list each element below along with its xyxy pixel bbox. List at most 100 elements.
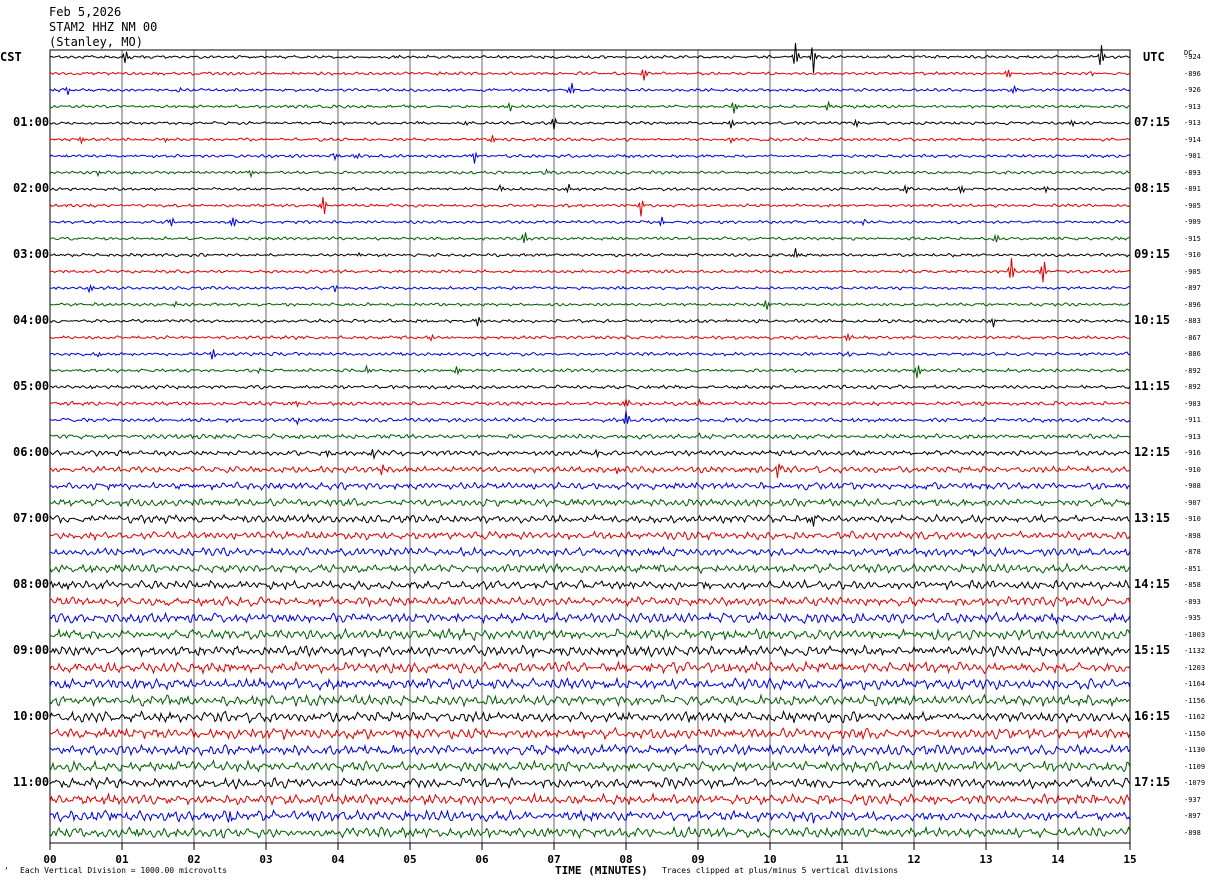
dc-offset-value: -914 xyxy=(1184,135,1201,144)
seismic-trace-row xyxy=(49,398,1131,408)
clip-note: Traces clipped at plus/minus 5 vertical … xyxy=(662,866,899,875)
x-tick-label: 05 xyxy=(403,853,417,866)
dc-offset-value: -907 xyxy=(1184,498,1201,507)
dc-offset-value: -916 xyxy=(1184,449,1201,457)
seismic-trace-row xyxy=(49,660,1131,675)
seismic-trace-row xyxy=(49,410,1131,426)
seismic-trace-row xyxy=(49,42,1131,73)
cst-hour-label: 09:00 xyxy=(13,643,50,657)
utc-hour-label: 10:15 xyxy=(1134,313,1171,327)
plot-date: Feb 5,2026 xyxy=(49,5,122,19)
x-tick-label: 07 xyxy=(547,853,561,866)
seismic-trace-row xyxy=(49,117,1131,130)
seismic-trace-row xyxy=(49,248,1130,259)
dc-offset-value: -903 xyxy=(1184,399,1201,408)
cst-hour-label: 10:00 xyxy=(13,709,50,723)
seismic-trace-row xyxy=(49,197,1131,217)
dc-offset-value: -893 xyxy=(1184,168,1201,177)
utc-hour-label: 17:15 xyxy=(1134,775,1171,789)
cst-hour-label: 01:00 xyxy=(13,115,50,129)
dc-offset-value: -883 xyxy=(1184,317,1201,325)
dc-offset-value: -926 xyxy=(1184,86,1201,94)
dc-offset-value: -896 xyxy=(1184,69,1201,78)
dc-offset-value: -898 xyxy=(1184,531,1201,540)
seismic-trace-row xyxy=(49,759,1131,774)
seismic-trace-row xyxy=(49,726,1131,741)
cst-hour-label: 06:00 xyxy=(13,445,50,459)
dc-offset-value: -924 xyxy=(1184,53,1201,61)
dc-offset-value: -901 xyxy=(1184,152,1201,160)
dc-offset-value: -935 xyxy=(1184,614,1201,622)
x-tick-label: 10 xyxy=(763,853,777,866)
dc-offset-value: -867 xyxy=(1184,333,1201,342)
cst-hour-label: 11:00 xyxy=(13,775,50,789)
seismic-trace-row xyxy=(49,825,1131,840)
seismic-trace-row xyxy=(49,676,1131,692)
seismic-trace-row xyxy=(49,481,1131,492)
dc-offset-value: -1003 xyxy=(1184,630,1206,639)
x-tick-label: 13 xyxy=(979,853,993,866)
seismic-trace-row xyxy=(49,151,1131,164)
x-axis-title: TIME (MINUTES) xyxy=(555,864,648,877)
seismic-trace-row xyxy=(49,545,1131,558)
dc-offset-value: -913 xyxy=(1184,119,1201,127)
dc-offset-value: -1150 xyxy=(1184,729,1206,738)
x-tick-label: 11 xyxy=(835,853,849,866)
dc-offset-value: -897 xyxy=(1184,812,1201,820)
left-timezone-label: CST xyxy=(0,50,22,64)
utc-hour-label: 16:15 xyxy=(1134,709,1171,723)
dc-offset-value: -897 xyxy=(1184,284,1201,292)
seismic-trace-row xyxy=(49,710,1131,724)
x-tick-label: 01 xyxy=(115,853,129,866)
dc-offset-value: -1130 xyxy=(1184,746,1206,754)
dc-offset-value: -858 xyxy=(1184,581,1201,589)
seismic-trace-row xyxy=(49,135,1131,145)
dc-offset-value: -1156 xyxy=(1184,696,1206,705)
cst-hour-label: 02:00 xyxy=(13,181,50,195)
dc-offset-value: -910 xyxy=(1184,251,1201,259)
dc-offset-value: -905 xyxy=(1184,267,1201,276)
seismic-trace-row xyxy=(49,808,1131,824)
seismic-trace-row xyxy=(49,349,1131,360)
dc-offset-value: -908 xyxy=(1184,482,1201,490)
dc-offset-value: -910 xyxy=(1184,515,1201,523)
seismic-trace-row xyxy=(49,332,1131,342)
seismic-trace-row xyxy=(49,513,1131,527)
seismic-trace-row xyxy=(49,595,1131,608)
seismic-trace-row xyxy=(49,693,1131,708)
x-tick-label: 09 xyxy=(691,853,705,866)
x-tick-label: 02 xyxy=(187,853,201,866)
seismic-trace-row xyxy=(49,530,1131,542)
seismic-trace-row xyxy=(49,258,1131,283)
dc-offset-header: DC xyxy=(1184,49,1193,57)
dc-offset-value: -892 xyxy=(1184,366,1201,375)
x-tick-label: 12 xyxy=(907,853,921,866)
seismic-trace-row xyxy=(49,644,1131,659)
dc-offset-value: -896 xyxy=(1184,300,1201,309)
dc-offset-value: -1164 xyxy=(1184,680,1206,688)
seismic-trace-row xyxy=(49,300,1131,310)
dc-offset-value: -1203 xyxy=(1184,663,1206,672)
utc-hour-label: 09:15 xyxy=(1134,247,1171,261)
seismic-trace-row xyxy=(49,183,1131,195)
x-tick-label: 06 xyxy=(475,853,489,866)
dc-offset-value: -886 xyxy=(1184,350,1201,358)
seismic-trace-row xyxy=(49,168,1131,179)
x-tick-label: 03 xyxy=(259,853,273,866)
dc-offset-value: -1079 xyxy=(1184,779,1206,787)
dc-offset-value: -892 xyxy=(1184,383,1201,391)
station-code: STAM2 HHZ NM 00 xyxy=(49,20,158,34)
utc-hour-label: 12:15 xyxy=(1134,445,1171,459)
dc-offset-value: -937 xyxy=(1184,795,1201,804)
station-location: (Stanley, MO) xyxy=(49,35,143,49)
x-tick-label: 15 xyxy=(1123,853,1137,866)
seismic-trace-row xyxy=(49,448,1131,460)
cst-hour-label: 04:00 xyxy=(13,313,50,327)
seismic-trace-row xyxy=(49,562,1131,575)
dc-offset-value: -898 xyxy=(1184,828,1201,837)
seismic-trace-row xyxy=(49,432,1131,440)
seismic-trace-row xyxy=(49,497,1131,508)
seismic-trace-row xyxy=(49,384,1131,390)
utc-hour-label: 07:15 xyxy=(1134,115,1171,129)
